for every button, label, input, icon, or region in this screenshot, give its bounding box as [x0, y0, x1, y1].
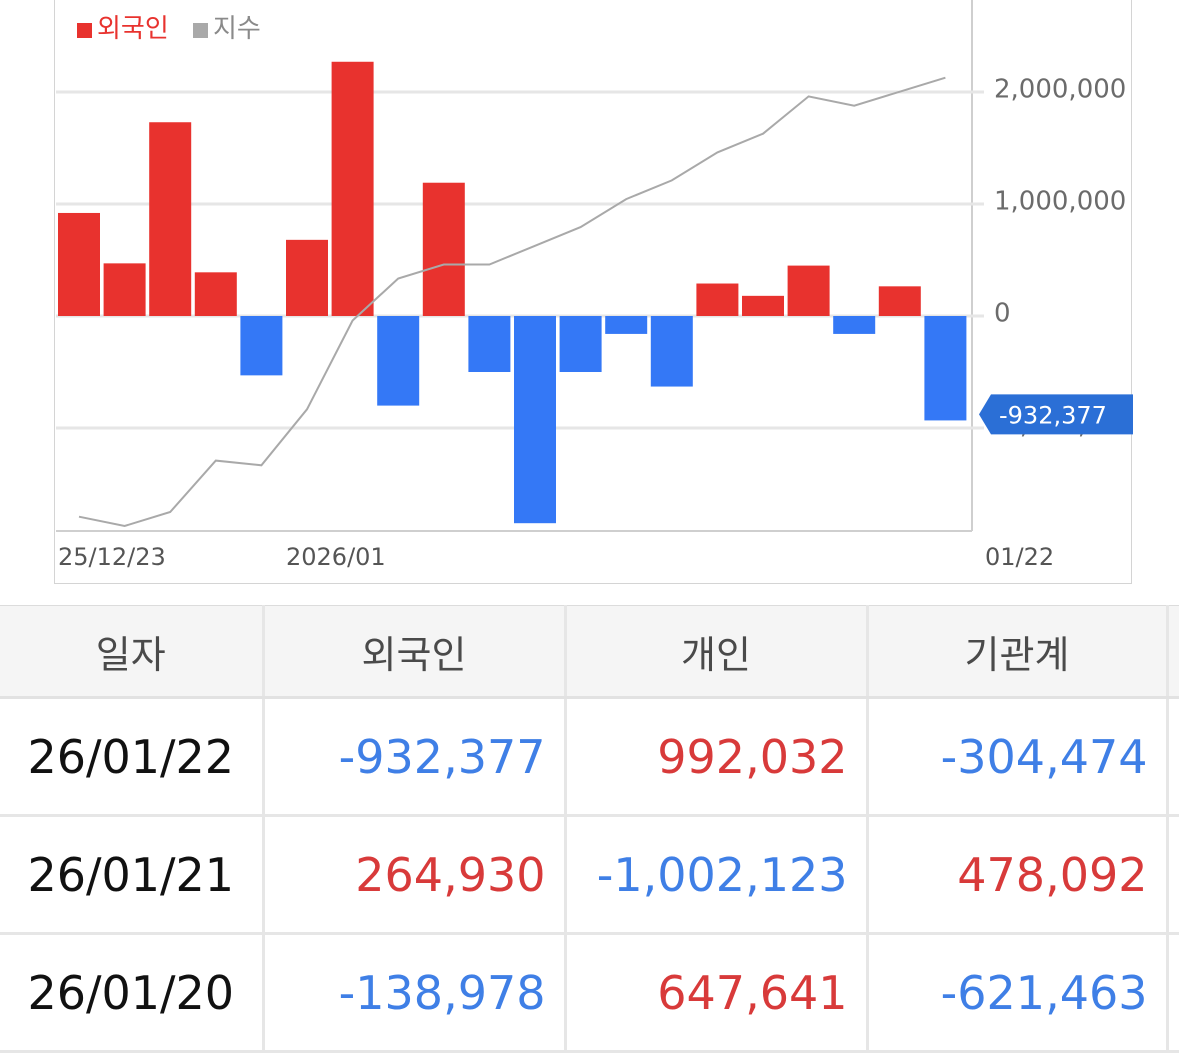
foreign-bar	[514, 316, 556, 524]
foreign-bar	[924, 316, 967, 421]
row-institution: 478,092	[867, 815, 1169, 935]
row-individual: 647,641	[565, 933, 869, 1053]
table-row[interactable]: 26/01/21 264,930 -1,002,123 478,092	[0, 815, 1179, 935]
row-foreign: -932,377	[263, 697, 567, 817]
investor-table-wrapper: 일자 외국인 개인 기관계 26/01/22 -932,377 992,032 …	[0, 605, 1179, 1053]
foreign-bar	[103, 263, 146, 316]
row-institution: -304,474	[867, 697, 1169, 817]
table-row[interactable]: 26/01/20 -138,978 647,641 -621,463	[0, 933, 1179, 1053]
y-tick-label: 2,000,000	[994, 75, 1126, 105]
row-institution: -621,463	[867, 933, 1169, 1053]
foreign-bar	[833, 316, 876, 334]
table-body: 26/01/22 -932,377 992,032 -304,474 26/01…	[0, 697, 1179, 1053]
x-tick-label: 2026/01	[286, 543, 386, 571]
row-overflow	[1167, 697, 1179, 817]
index-line	[78, 76, 946, 528]
foreign-bar	[331, 61, 374, 317]
row-date: 26/01/21	[0, 815, 265, 935]
investor-chart: 2,000,0001,000,0000-1,000,000외국인지수25/12/…	[54, 0, 1133, 584]
foreign-bar	[286, 239, 328, 316]
row-date: 26/01/20	[0, 933, 265, 1053]
foreign-bar	[149, 122, 192, 317]
foreign-bar	[878, 286, 921, 316]
foreign-bar	[787, 265, 830, 316]
foreign-bar	[559, 316, 602, 372]
legend-swatch	[193, 23, 208, 38]
foreign-bar	[468, 316, 511, 372]
last-value-label: -932,377	[999, 401, 1107, 429]
foreign-bar	[605, 316, 648, 334]
foreign-bar	[377, 316, 420, 406]
foreign-bar	[650, 316, 693, 387]
header-overflow	[1167, 605, 1179, 699]
row-foreign: -138,978	[263, 933, 567, 1053]
table-header-row: 일자 외국인 개인 기관계	[0, 605, 1179, 699]
y-tick-label: 1,000,000	[994, 187, 1126, 217]
foreign-bar	[422, 182, 465, 316]
chart-svg: 2,000,0001,000,0000-1,000,000외국인지수25/12/…	[56, 0, 1133, 571]
header-individual[interactable]: 개인	[565, 605, 869, 699]
header-foreign[interactable]: 외국인	[263, 605, 567, 699]
row-overflow	[1167, 933, 1179, 1053]
foreign-bar	[696, 283, 739, 316]
legend-label: 지수	[213, 14, 261, 44]
foreign-bar	[194, 272, 237, 316]
header-date[interactable]: 일자	[0, 605, 265, 699]
row-date: 26/01/22	[0, 697, 265, 817]
row-individual: -1,002,123	[565, 815, 869, 935]
x-tick-label: 01/22	[985, 543, 1054, 571]
last-value-callout	[979, 394, 1133, 435]
x-tick-label: 25/12/23	[58, 543, 166, 571]
foreign-bar	[58, 212, 100, 316]
y-tick-label: 0	[994, 299, 1011, 329]
row-foreign: 264,930	[263, 815, 567, 935]
table-row[interactable]: 26/01/22 -932,377 992,032 -304,474	[0, 697, 1179, 817]
row-overflow	[1167, 815, 1179, 935]
legend-swatch	[77, 23, 92, 38]
foreign-bar	[742, 295, 784, 316]
legend-label: 외국인	[97, 14, 169, 44]
header-institution[interactable]: 기관계	[867, 605, 1169, 699]
foreign-bar	[240, 316, 283, 376]
investor-table: 일자 외국인 개인 기관계 26/01/22 -932,377 992,032 …	[0, 605, 1179, 1053]
row-individual: 992,032	[565, 697, 869, 817]
